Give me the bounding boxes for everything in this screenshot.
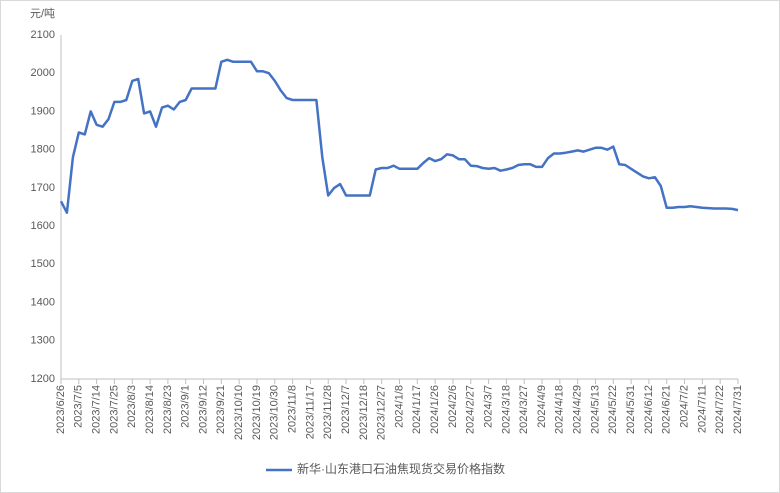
x-tick-label: 2024/5/22 bbox=[607, 385, 619, 434]
x-tick-label: 2024/2/27 bbox=[465, 385, 477, 434]
x-tick-label: 2024/5/31 bbox=[625, 385, 637, 434]
x-tick-label: 2024/5/13 bbox=[589, 385, 601, 434]
x-tick-label: 2023/12/18 bbox=[358, 385, 370, 440]
legend-label: 新华·山东港口石油焦现货交易价格指数 bbox=[297, 461, 505, 476]
y-unit: 元/吨 bbox=[30, 7, 55, 20]
y-tick-label: 1200 bbox=[31, 373, 55, 385]
x-tick-label: 2024/6/12 bbox=[643, 385, 655, 434]
x-tick-label: 2023/10/10 bbox=[233, 385, 245, 440]
y-tick-label: 2100 bbox=[31, 29, 55, 41]
x-tick-label: 2023/9/12 bbox=[197, 385, 209, 434]
x-tick-label: 2024/1/17 bbox=[411, 385, 423, 434]
y-tick-label: 1900 bbox=[31, 105, 55, 117]
y-tick-label: 1300 bbox=[31, 335, 55, 347]
y-tick-label: 2000 bbox=[31, 67, 55, 79]
x-tick-label: 2023/11/8 bbox=[287, 385, 299, 433]
y-tick-label: 1800 bbox=[31, 144, 55, 156]
x-tick-label: 2023/7/25 bbox=[108, 385, 120, 434]
x-tick-label: 2024/4/18 bbox=[554, 385, 566, 434]
x-tick-label: 2024/3/7 bbox=[482, 385, 494, 428]
x-tick-label: 2024/3/27 bbox=[518, 385, 530, 434]
x-tick-label: 2023/11/28 bbox=[322, 385, 334, 439]
x-tick-label: 2024/7/31 bbox=[732, 385, 744, 434]
x-tick-label: 2024/7/11 bbox=[696, 385, 708, 433]
x-tick-label: 2023/10/30 bbox=[269, 385, 281, 440]
x-tick-label: 2023/8/14 bbox=[144, 385, 156, 434]
x-tick-label: 2024/4/9 bbox=[536, 385, 548, 428]
x-tick-label: 2023/8/3 bbox=[126, 385, 138, 428]
x-tick-label: 2023/7/5 bbox=[73, 385, 85, 428]
x-tick-label: 2023/10/19 bbox=[251, 385, 263, 440]
y-tick-label: 1600 bbox=[31, 220, 55, 232]
x-tick-label: 2023/8/23 bbox=[162, 385, 174, 434]
x-tick-label: 2023/11/17 bbox=[304, 385, 316, 439]
x-tick-label: 2023/7/14 bbox=[91, 385, 103, 434]
x-tick-label: 2024/2/6 bbox=[447, 385, 459, 428]
x-tick-label: 2024/7/2 bbox=[678, 385, 690, 428]
line-series bbox=[59, 58, 739, 214]
x-tick-label: 2023/12/7 bbox=[340, 385, 352, 434]
x-tick-label: 2023/12/27 bbox=[376, 385, 388, 440]
x-tick-label: 2024/1/8 bbox=[393, 385, 405, 428]
y-tick-label: 1700 bbox=[31, 182, 55, 194]
x-tick-label: 2024/7/22 bbox=[714, 385, 726, 434]
x-tick-label: 2023/9/1 bbox=[180, 385, 192, 428]
x-tick-label: 2024/1/26 bbox=[429, 385, 441, 434]
x-tick-label: 2024/4/29 bbox=[572, 385, 584, 434]
y-tick-label: 1400 bbox=[31, 296, 55, 308]
y-tick-label: 1500 bbox=[31, 258, 55, 270]
x-tick-label: 2023/6/26 bbox=[55, 385, 67, 434]
x-tick-label: 2023/9/21 bbox=[215, 385, 227, 434]
x-tick-label: 2024/3/18 bbox=[500, 385, 512, 434]
x-tick-label: 2024/6/21 bbox=[661, 385, 673, 434]
